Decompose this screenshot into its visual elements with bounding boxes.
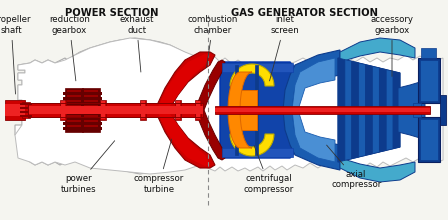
Text: reduction
gearbox: reduction gearbox [49, 15, 90, 81]
Bar [20, 114, 32, 117]
Bar [222, 148, 293, 157]
Bar [63, 97, 85, 100]
Polygon shape [220, 62, 295, 158]
Bar [28, 103, 203, 117]
Polygon shape [15, 38, 215, 174]
Polygon shape [283, 50, 340, 170]
Polygon shape [338, 58, 345, 162]
Bar [420, 119, 438, 160]
Polygon shape [359, 63, 366, 157]
Bar [65, 88, 83, 132]
Polygon shape [340, 38, 415, 62]
Bar [141, 101, 145, 119]
Text: inlet
screen: inlet screen [270, 15, 299, 81]
Bar [60, 100, 66, 120]
Bar [100, 100, 106, 120]
Bar [421, 48, 436, 58]
Bar [63, 117, 85, 120]
Bar [28, 106, 203, 114]
Polygon shape [372, 66, 379, 154]
Bar [80, 92, 102, 95]
Polygon shape [195, 60, 225, 110]
Text: axial
compressor: axial compressor [327, 145, 381, 189]
Polygon shape [230, 134, 274, 156]
Polygon shape [379, 68, 386, 152]
Bar [80, 107, 102, 110]
Bar [80, 97, 102, 100]
Text: POWER SECTION: POWER SECTION [65, 8, 159, 18]
Bar [63, 107, 85, 110]
Bar [20, 106, 32, 109]
Bar [80, 127, 102, 130]
Polygon shape [228, 72, 252, 148]
Polygon shape [158, 110, 210, 166]
Bar [101, 101, 105, 119]
Text: accessory
gearbox: accessory gearbox [370, 15, 414, 76]
Polygon shape [345, 60, 352, 160]
Polygon shape [158, 54, 210, 110]
Bar [175, 100, 181, 120]
Text: combustion
chamber: combustion chamber [188, 15, 238, 68]
Polygon shape [386, 70, 393, 150]
Polygon shape [340, 158, 415, 182]
Text: compressor
turbine: compressor turbine [134, 139, 184, 194]
Bar [215, 106, 430, 114]
Text: centrifugal
compressor: centrifugal compressor [244, 146, 294, 194]
Bar [20, 110, 32, 113]
Bar [195, 100, 201, 120]
Text: GAS GENERATOR SECTION: GAS GENERATOR SECTION [231, 8, 378, 18]
Bar [28, 103, 203, 117]
Polygon shape [338, 58, 400, 162]
Bar [418, 117, 440, 162]
Bar [215, 108, 430, 112]
Bar [63, 127, 85, 130]
Bar [61, 101, 65, 119]
Bar [418, 58, 440, 103]
Bar [196, 101, 200, 119]
Bar [63, 122, 85, 125]
Polygon shape [292, 58, 335, 162]
Bar [255, 65, 258, 155]
Bar [80, 122, 102, 125]
Bar [63, 102, 85, 105]
Bar [176, 101, 180, 119]
Polygon shape [366, 65, 372, 155]
Bar [222, 63, 293, 72]
Bar [80, 102, 102, 105]
Text: power
turbines: power turbines [60, 141, 115, 194]
Bar [63, 112, 85, 115]
Polygon shape [230, 64, 274, 86]
Bar [20, 103, 32, 105]
Bar [413, 103, 421, 117]
Polygon shape [195, 110, 225, 160]
Polygon shape [352, 61, 359, 159]
Bar [67, 90, 81, 130]
Bar [237, 90, 257, 130]
Bar [22, 102, 30, 118]
Bar [5, 104, 25, 116]
Bar [140, 100, 146, 120]
Text: exhaust
duct: exhaust duct [119, 15, 154, 72]
Polygon shape [155, 52, 215, 113]
Bar [84, 90, 98, 130]
Bar [82, 88, 100, 132]
Bar [28, 106, 203, 114]
Bar [235, 65, 238, 155]
Polygon shape [155, 107, 215, 168]
Bar [63, 92, 85, 95]
Bar [80, 117, 102, 120]
Bar [80, 112, 102, 115]
Polygon shape [393, 71, 400, 149]
Polygon shape [398, 82, 425, 138]
Bar [420, 60, 438, 101]
Text: propeller
shaft: propeller shaft [0, 15, 30, 94]
Bar [440, 95, 446, 125]
Polygon shape [15, 38, 443, 174]
Bar [5, 100, 25, 120]
